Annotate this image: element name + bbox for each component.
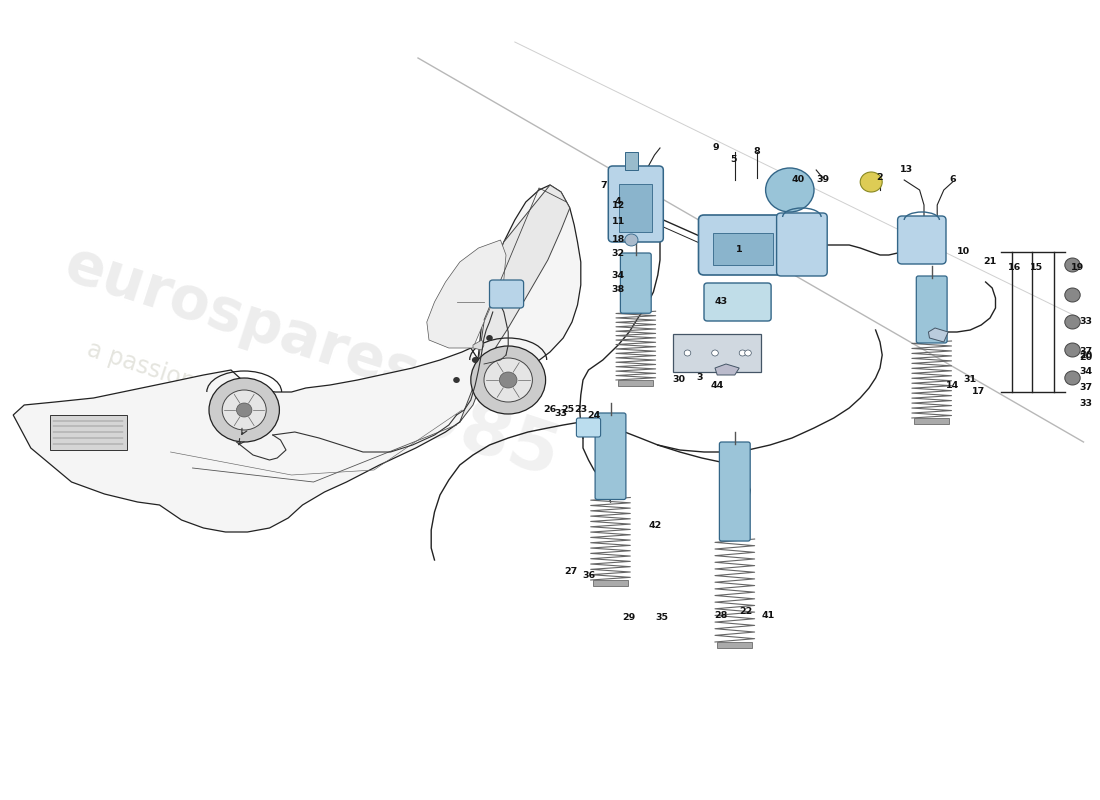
Text: 2: 2 (877, 173, 883, 182)
Circle shape (739, 350, 746, 356)
Text: 41: 41 (761, 611, 774, 621)
Text: 44: 44 (711, 381, 724, 390)
FancyBboxPatch shape (719, 442, 750, 541)
Circle shape (222, 390, 266, 430)
FancyBboxPatch shape (777, 213, 827, 276)
Text: 29: 29 (623, 614, 636, 622)
Circle shape (1065, 343, 1080, 357)
Text: 19: 19 (1071, 263, 1085, 273)
Text: 33: 33 (1079, 318, 1092, 326)
Text: a passion for originality: a passion for originality (85, 338, 355, 446)
Text: 22: 22 (739, 607, 752, 617)
Circle shape (1065, 258, 1080, 272)
Polygon shape (928, 328, 948, 342)
Text: 27: 27 (564, 567, 578, 577)
Text: eurospares: eurospares (57, 236, 427, 404)
Text: 32: 32 (612, 250, 625, 258)
Text: 1985: 1985 (355, 366, 569, 494)
Circle shape (684, 350, 691, 356)
FancyBboxPatch shape (595, 413, 626, 499)
FancyBboxPatch shape (608, 166, 663, 242)
Text: 28: 28 (714, 611, 727, 621)
Polygon shape (715, 364, 739, 375)
Bar (619, 184, 652, 232)
Circle shape (1065, 371, 1080, 385)
Text: 12: 12 (612, 202, 625, 210)
Text: 34: 34 (612, 270, 625, 279)
Bar (50, 415, 127, 450)
Text: 8: 8 (754, 147, 760, 157)
Text: 25: 25 (561, 406, 574, 414)
Text: 18: 18 (612, 234, 625, 243)
Text: 23: 23 (574, 406, 587, 414)
Circle shape (471, 346, 546, 414)
Text: 33: 33 (554, 410, 568, 418)
Polygon shape (473, 340, 484, 350)
Bar (625, 152, 638, 170)
Text: 15: 15 (1030, 263, 1043, 273)
Text: 21: 21 (983, 258, 997, 266)
FancyBboxPatch shape (576, 418, 601, 437)
Circle shape (453, 377, 460, 383)
Bar (713, 233, 773, 265)
Text: 13: 13 (900, 166, 913, 174)
Bar (914, 418, 949, 424)
Text: 37: 37 (1079, 383, 1092, 393)
Text: 31: 31 (964, 375, 977, 385)
Text: 39: 39 (816, 175, 829, 185)
Circle shape (209, 378, 279, 442)
Circle shape (860, 172, 882, 192)
Text: 20: 20 (1079, 351, 1092, 361)
Bar (717, 642, 752, 648)
Text: 20: 20 (1079, 354, 1092, 362)
Circle shape (236, 403, 252, 417)
Text: 5: 5 (730, 155, 737, 165)
Text: 30: 30 (672, 375, 685, 385)
Circle shape (1065, 288, 1080, 302)
Polygon shape (427, 240, 506, 348)
FancyBboxPatch shape (620, 253, 651, 314)
Text: 3: 3 (696, 374, 703, 382)
FancyBboxPatch shape (898, 216, 946, 264)
Circle shape (1065, 315, 1080, 329)
Bar (593, 580, 628, 586)
Bar (618, 380, 653, 386)
Circle shape (766, 168, 814, 212)
FancyBboxPatch shape (704, 283, 771, 321)
Text: 38: 38 (612, 286, 625, 294)
Polygon shape (13, 185, 581, 532)
Text: 42: 42 (649, 522, 662, 530)
Text: 4: 4 (615, 198, 622, 206)
Polygon shape (460, 185, 570, 422)
Circle shape (745, 350, 751, 356)
Bar (673, 334, 761, 372)
FancyBboxPatch shape (916, 276, 947, 343)
Circle shape (484, 358, 532, 402)
Text: 16: 16 (1008, 263, 1021, 273)
Text: 14: 14 (946, 381, 959, 390)
Text: 33: 33 (1079, 399, 1092, 409)
Text: 6: 6 (949, 175, 956, 185)
FancyBboxPatch shape (490, 280, 524, 308)
Circle shape (486, 335, 493, 341)
Text: 17: 17 (972, 387, 986, 397)
Text: 7: 7 (601, 182, 607, 190)
Text: 43: 43 (715, 298, 728, 306)
Text: 24: 24 (587, 411, 601, 421)
Text: 37: 37 (1079, 347, 1092, 357)
Text: 40: 40 (792, 175, 805, 185)
Circle shape (472, 357, 478, 363)
Text: 11: 11 (612, 218, 625, 226)
Text: 9: 9 (713, 143, 719, 153)
Text: 35: 35 (656, 614, 669, 622)
Text: 10: 10 (957, 247, 970, 257)
Circle shape (625, 234, 638, 246)
FancyBboxPatch shape (698, 215, 808, 275)
Circle shape (712, 350, 718, 356)
Text: 36: 36 (582, 571, 595, 581)
Text: 26: 26 (543, 406, 557, 414)
Text: 1: 1 (736, 246, 743, 254)
Text: 34: 34 (1079, 367, 1092, 377)
Circle shape (499, 372, 517, 388)
